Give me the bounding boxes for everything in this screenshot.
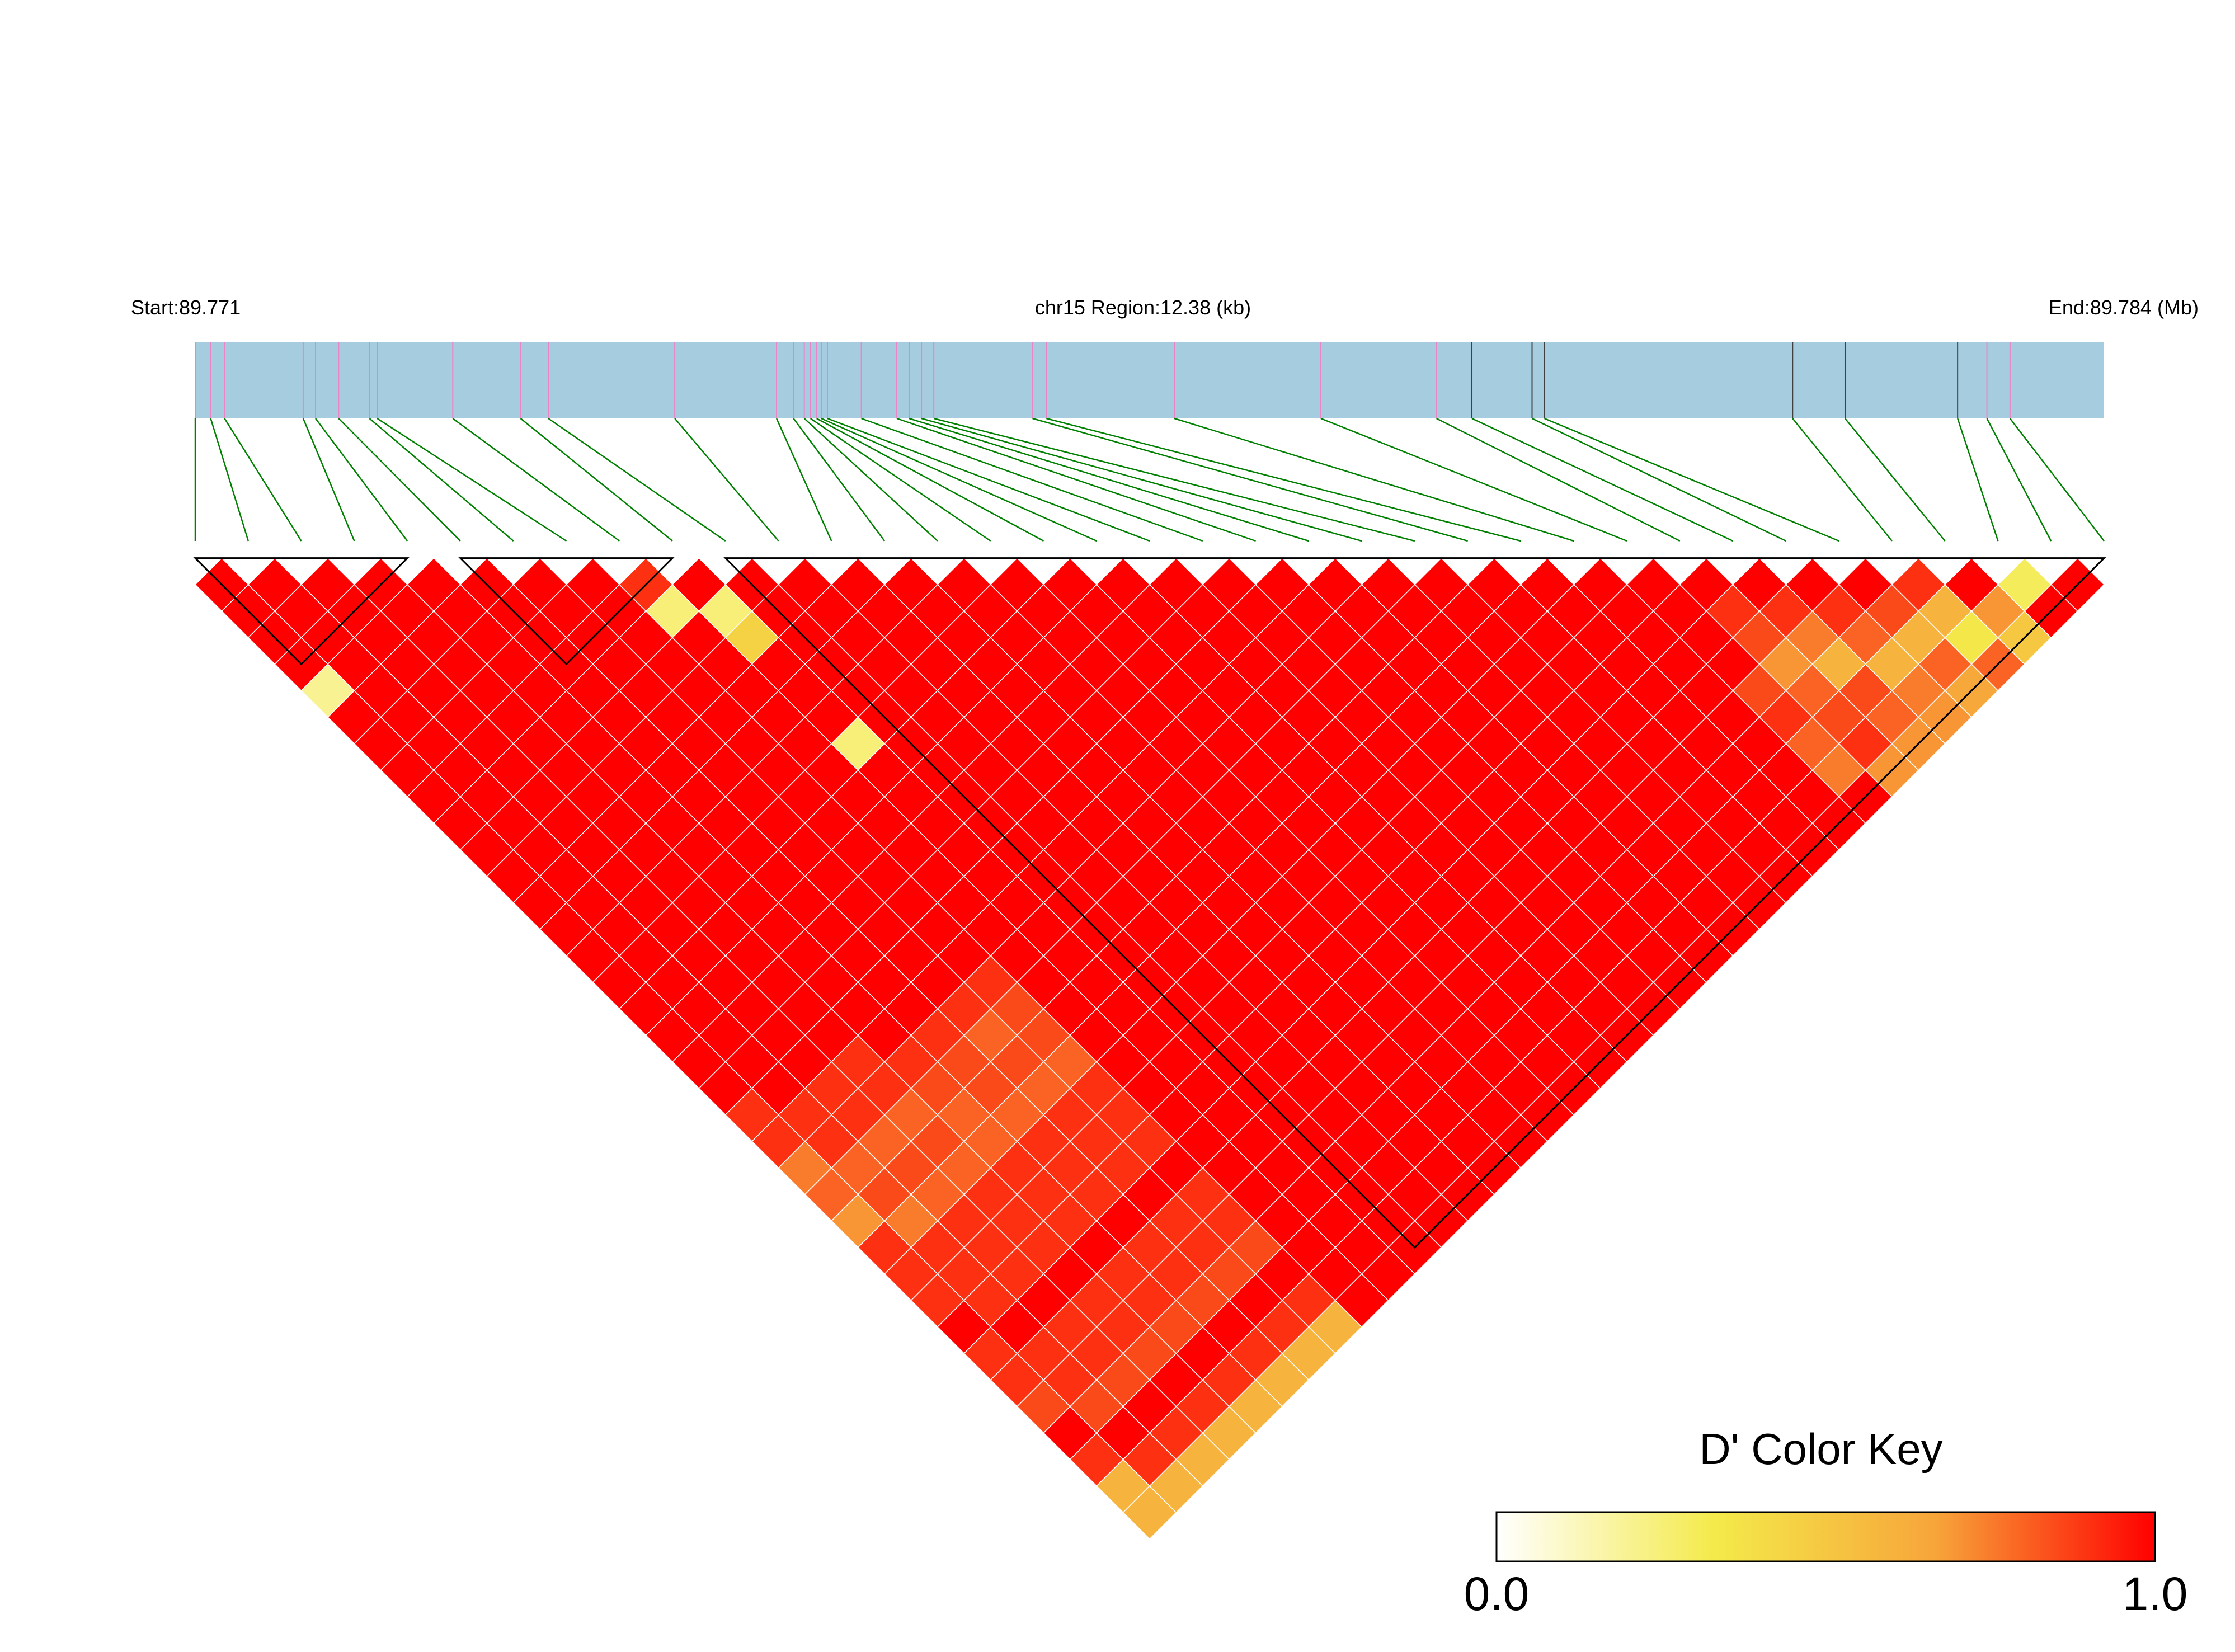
snp-connector	[520, 418, 673, 542]
chromosome-track	[195, 342, 2104, 418]
snp-connector	[1436, 417, 1681, 542]
snp-connector	[2009, 418, 2105, 542]
snp-connector	[933, 417, 1415, 542]
snp-connector	[1174, 417, 1574, 542]
snp-connector	[896, 417, 1256, 542]
region-start-label: Start:89.771	[131, 296, 241, 319]
snp-connector	[369, 418, 514, 542]
snp-connector	[302, 418, 355, 542]
color-key-min-label: 0.0	[1464, 1568, 1530, 1620]
snp-connector	[377, 417, 567, 542]
snp-connector	[921, 417, 1362, 542]
ld-block-outlines	[193, 557, 2106, 1249]
snp-connector	[810, 417, 991, 542]
region-end-label: End:89.784 (Mb)	[2049, 296, 2199, 319]
snp-connector	[775, 418, 832, 542]
color-key-max-label: 1.0	[2123, 1568, 2188, 1620]
snp-connector	[803, 418, 938, 542]
snp-position-lines	[195, 342, 2011, 418]
ld-block-outline	[458, 557, 675, 666]
snp-connector	[338, 418, 461, 542]
snp-connector	[314, 418, 408, 542]
snp-connector	[1956, 418, 1999, 542]
region-title-label: chr15 Region:12.38 (kb)	[1035, 296, 1251, 319]
ld-block-outline	[193, 557, 410, 666]
snp-connector	[909, 417, 1309, 542]
ld-block-outline	[723, 557, 2106, 1249]
snp-connector-lines	[194, 417, 2105, 542]
snp-connector	[1320, 417, 1627, 542]
snp-connector	[1544, 417, 1839, 542]
snp-connector	[1792, 418, 1893, 542]
snp-connector	[548, 417, 726, 542]
snp-connector	[821, 417, 1097, 542]
snp-connector	[827, 417, 1150, 542]
color-key-bar	[1495, 1511, 2156, 1562]
snp-connector	[861, 417, 1203, 542]
snp-connector	[452, 417, 620, 542]
snp-connector	[674, 418, 779, 542]
snp-connector	[1986, 418, 2052, 542]
snp-connector	[1845, 418, 1946, 542]
snp-connector	[224, 418, 302, 542]
snp-connector	[1471, 417, 1734, 542]
color-key-title: D' Color Key	[1699, 1424, 1942, 1474]
ld-cells	[194, 557, 2105, 1540]
snp-connector	[1531, 417, 1786, 542]
snp-connector	[1032, 417, 1469, 542]
snp-connector	[793, 418, 886, 542]
snp-connector	[210, 418, 249, 542]
snp-connector	[816, 417, 1044, 542]
snp-connector	[1046, 417, 1521, 542]
